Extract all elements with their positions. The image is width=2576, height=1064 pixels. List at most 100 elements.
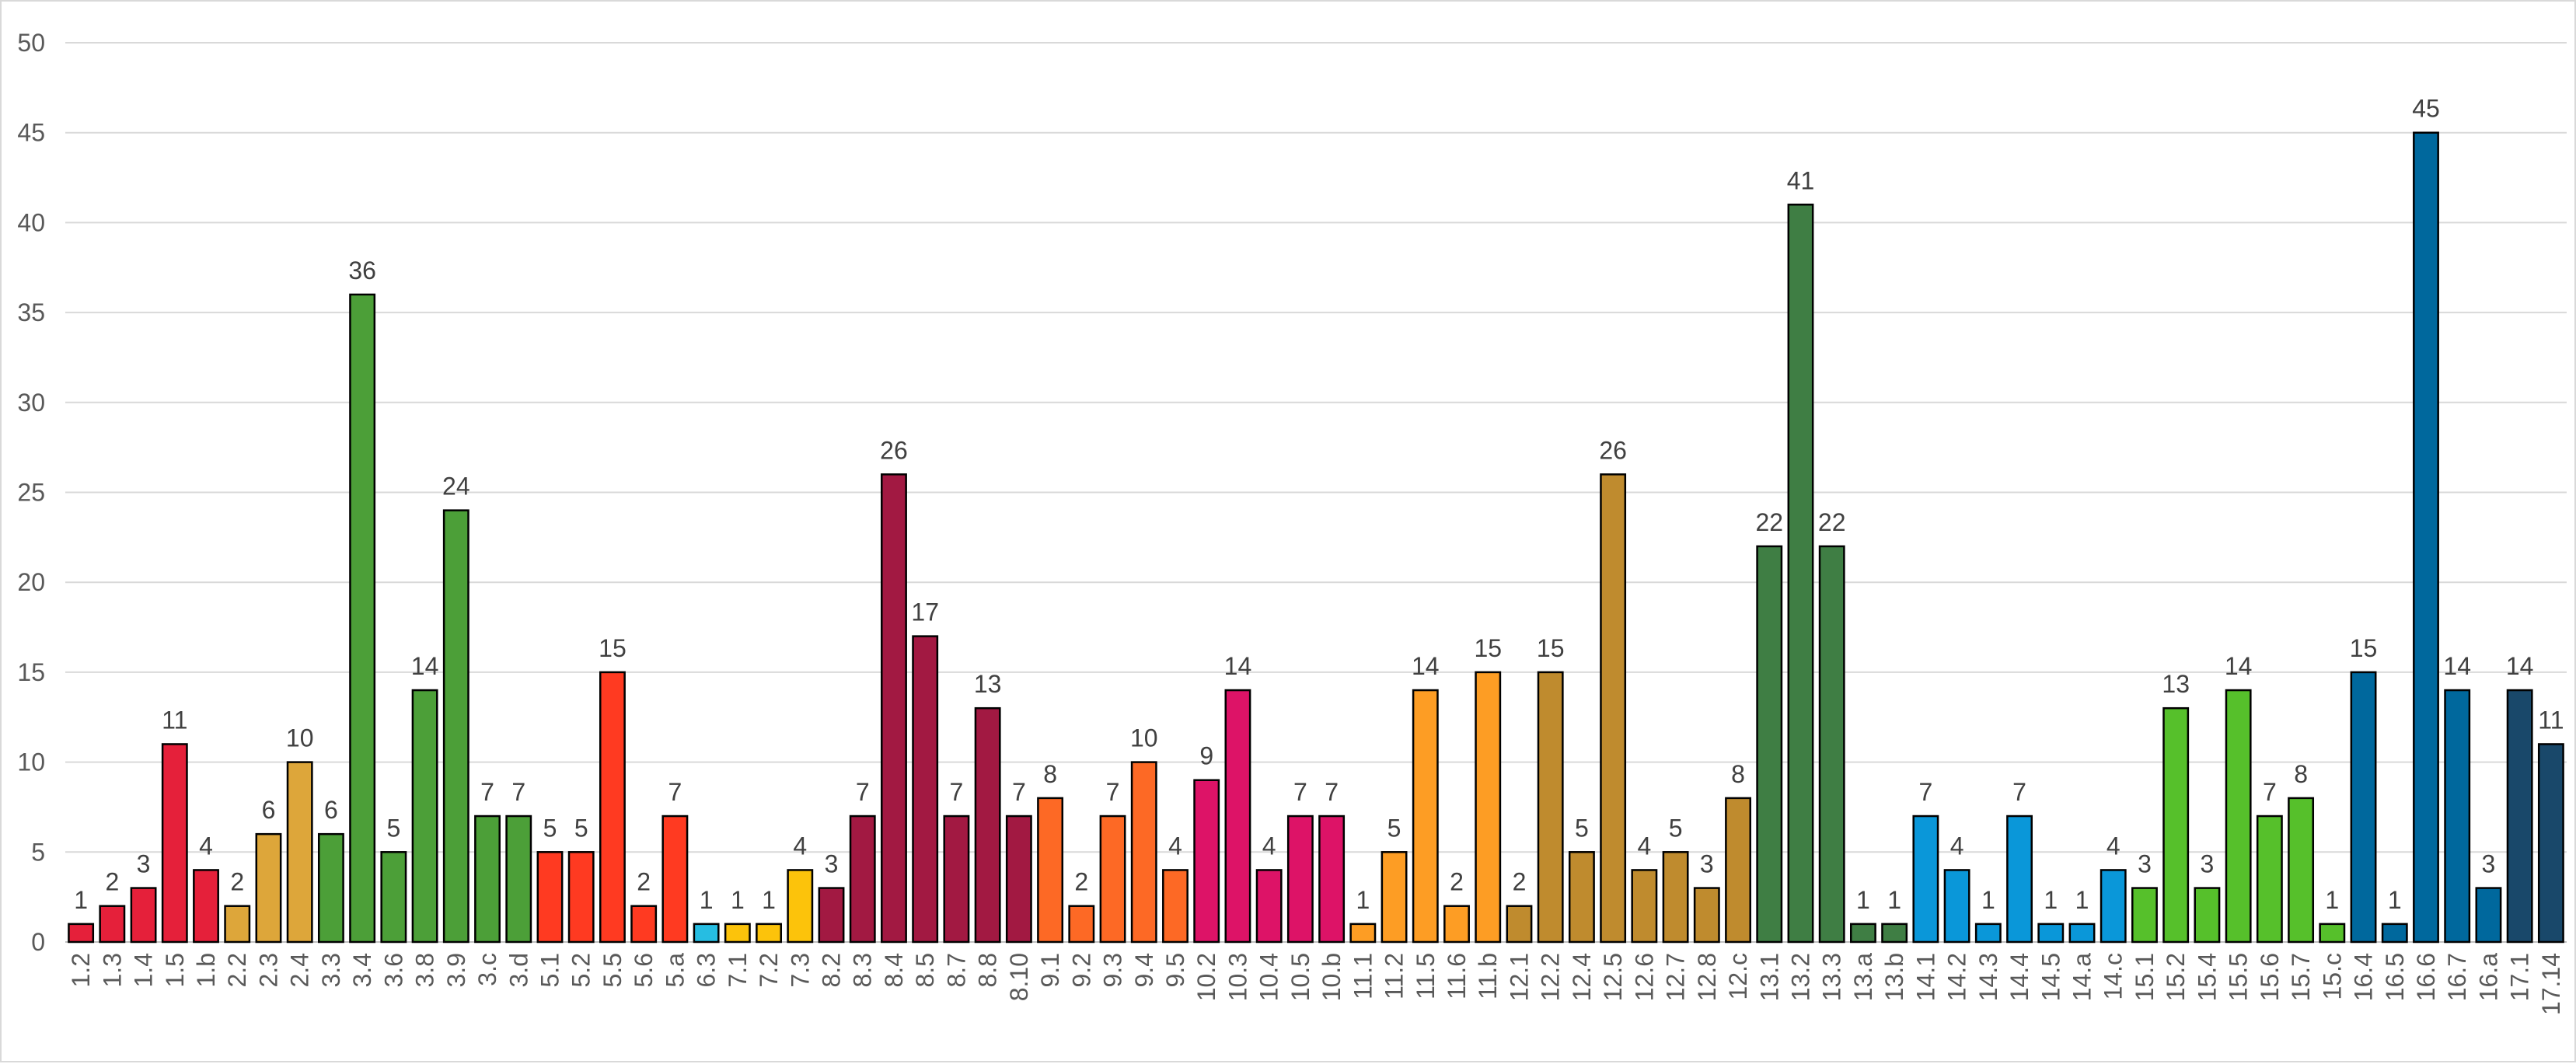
bar bbox=[1912, 815, 1939, 944]
data-label: 2 bbox=[1074, 868, 1088, 896]
data-label: 4 bbox=[1262, 832, 1276, 860]
x-tick-label: 10.4 bbox=[1255, 953, 1283, 1001]
x-tick-label: 12.1 bbox=[1505, 953, 1533, 1001]
x-tick-label: 9.4 bbox=[1130, 953, 1158, 987]
bar bbox=[1631, 869, 1658, 944]
bar bbox=[2131, 887, 2158, 944]
data-label: 1 bbox=[731, 886, 745, 914]
data-label: 14 bbox=[1412, 652, 1440, 680]
x-tick-label: 17.1 bbox=[2506, 953, 2534, 1001]
data-label: 7 bbox=[1106, 778, 1120, 806]
x-tick-label: 13.b bbox=[1880, 953, 1908, 1001]
x-tick-label: 11.1 bbox=[1349, 953, 1377, 999]
data-label: 8 bbox=[1731, 760, 1745, 788]
bar bbox=[99, 905, 126, 944]
data-label: 26 bbox=[1599, 436, 1627, 464]
bar bbox=[724, 923, 751, 944]
data-label: 45 bbox=[2412, 95, 2440, 123]
data-label: 24 bbox=[442, 473, 470, 501]
x-tick-label: 12.8 bbox=[1693, 953, 1721, 1001]
bar bbox=[1600, 473, 1627, 944]
bar bbox=[1974, 923, 2002, 944]
data-label: 5 bbox=[543, 814, 557, 842]
data-label: 3 bbox=[825, 850, 839, 878]
data-label: 8 bbox=[2294, 760, 2308, 788]
bar bbox=[756, 923, 783, 944]
x-tick-label: 14.4 bbox=[2005, 953, 2033, 1001]
bar bbox=[1380, 851, 1408, 944]
bar bbox=[693, 923, 720, 944]
bar bbox=[2288, 797, 2315, 944]
data-label: 2 bbox=[1450, 868, 1464, 896]
bar bbox=[1881, 923, 1908, 944]
x-tick-label: 15.5 bbox=[2225, 953, 2253, 1001]
x-tick-label: 10.3 bbox=[1223, 953, 1251, 1001]
bar bbox=[2413, 131, 2439, 944]
x-tick-label: 9.5 bbox=[1161, 953, 1189, 987]
data-label: 17 bbox=[911, 598, 939, 626]
x-tick-label: 12.5 bbox=[1599, 953, 1627, 1001]
bar bbox=[974, 706, 1001, 944]
bar bbox=[1818, 545, 1845, 944]
data-label: 4 bbox=[793, 832, 807, 860]
data-label: 5 bbox=[1575, 814, 1589, 842]
bar bbox=[1662, 851, 1689, 944]
data-label: 3 bbox=[137, 850, 151, 878]
data-label: 7 bbox=[480, 778, 494, 806]
x-tick-label: 7.3 bbox=[786, 953, 814, 987]
bar bbox=[1412, 689, 1439, 944]
x-tick-label: 14.3 bbox=[1974, 953, 2002, 1001]
bar bbox=[2100, 869, 2127, 944]
x-tick-label: 16.a bbox=[2474, 953, 2502, 1001]
bar bbox=[1849, 923, 1876, 944]
x-tick-label: 3.4 bbox=[348, 953, 376, 987]
data-label: 13 bbox=[974, 670, 1002, 698]
bar bbox=[2068, 923, 2096, 944]
data-label: 15 bbox=[599, 634, 627, 662]
y-tick-label: 5 bbox=[31, 838, 45, 866]
bar bbox=[380, 851, 407, 944]
data-label: 7 bbox=[2012, 778, 2026, 806]
x-tick-label: 17.14 bbox=[2537, 953, 2565, 1015]
data-label: 7 bbox=[856, 778, 870, 806]
x-axis-ticks: 1.2 1.3 1.4 1.5 1.b 2.2 2.3 2.4 3.3 3.4 3.6 3.8 3.9 3… bbox=[67, 953, 2565, 1015]
bar bbox=[224, 905, 251, 944]
data-label: 1 bbox=[2075, 886, 2089, 914]
data-label: 11 bbox=[162, 706, 187, 734]
data-label: 41 bbox=[1787, 166, 1815, 194]
data-label: 7 bbox=[668, 778, 682, 806]
data-label: 5 bbox=[1669, 814, 1683, 842]
bar bbox=[1725, 797, 1751, 944]
bar bbox=[661, 815, 689, 944]
data-label: 7 bbox=[1918, 778, 1932, 806]
bar bbox=[474, 815, 501, 944]
x-tick-label: 10.2 bbox=[1192, 953, 1220, 1001]
data-label: 2 bbox=[637, 868, 651, 896]
data-label: 1 bbox=[1856, 886, 1870, 914]
x-tick-label: 5.1 bbox=[536, 953, 564, 987]
bar bbox=[1099, 815, 1126, 944]
data-label: 4 bbox=[1637, 832, 1651, 860]
data-label: 3 bbox=[1700, 850, 1714, 878]
x-tick-label: 12.4 bbox=[1568, 953, 1596, 1001]
x-tick-label: 8.2 bbox=[818, 953, 846, 987]
bar bbox=[286, 761, 313, 944]
data-label: 26 bbox=[880, 436, 908, 464]
data-label: 14 bbox=[1224, 652, 1252, 680]
bar bbox=[1443, 905, 1470, 944]
x-tick-label: 10.b bbox=[1318, 953, 1346, 1001]
bar bbox=[943, 815, 970, 944]
data-label: 36 bbox=[348, 256, 376, 284]
x-tick-label: 16.6 bbox=[2412, 953, 2440, 1001]
y-tick-label: 10 bbox=[17, 748, 45, 776]
data-label: 13 bbox=[2162, 670, 2190, 698]
data-label: 11 bbox=[2538, 706, 2564, 734]
y-axis-ticks: 0 5 10 15 20 25 30 35 40 45 50 bbox=[17, 29, 45, 956]
bar bbox=[2194, 887, 2221, 944]
x-tick-label: 11.5 bbox=[1412, 953, 1440, 999]
bar bbox=[1506, 905, 1533, 944]
bar bbox=[1787, 204, 1814, 944]
x-tick-label: 7.2 bbox=[755, 953, 783, 987]
